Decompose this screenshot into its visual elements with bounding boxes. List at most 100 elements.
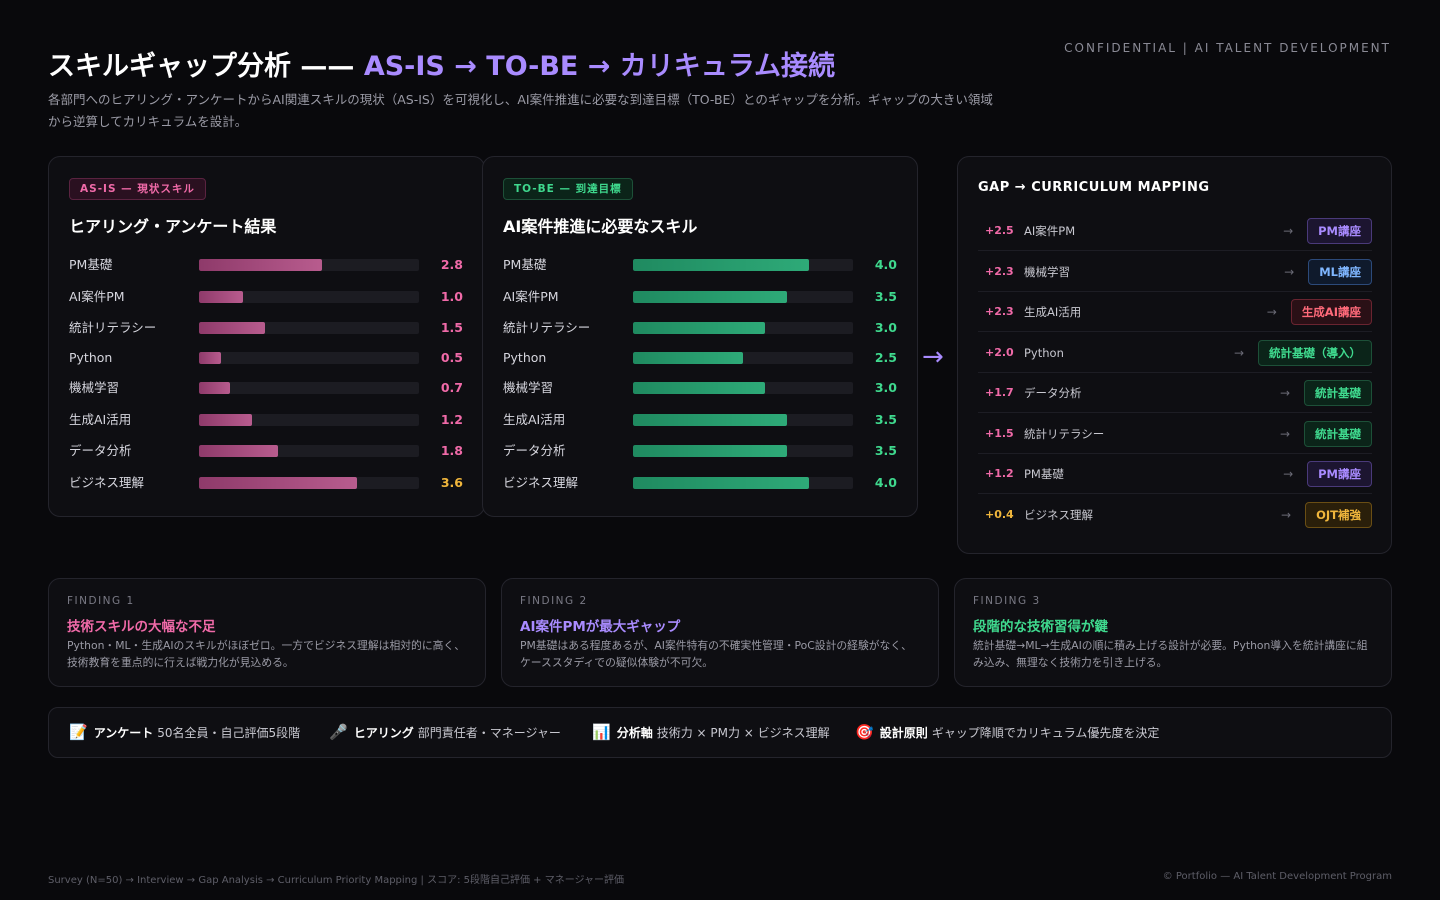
bar-track	[199, 445, 419, 457]
to-be-card: TO-BE — 到達目標 AI案件推進に必要なスキル PM基礎 4.0 AI案件PM…	[482, 156, 918, 517]
bar-value-label: 1.2	[440, 412, 463, 427]
bar-value-label: 0.7	[440, 380, 463, 395]
gap-row: +2.3 機械学習 → ML講座	[978, 252, 1372, 292]
finding-body: PM基礎はある程度あるが、AI案件特有の不確実性管理・PoC設計の経験がなく、ケ…	[520, 639, 912, 669]
bar	[199, 291, 243, 303]
confidential-label: CONFIDENTIAL | AI TALENT DEVELOPMENT	[1064, 41, 1391, 55]
gap-delta: +1.5	[985, 426, 1014, 440]
bar	[199, 352, 221, 364]
finding-card-3: FINDING 3 段階的な技術習得が鍵 統計基礎→ML→生成AIの順に積み上げ…	[954, 578, 1392, 687]
bar-track	[633, 259, 853, 271]
bar-chart-icon: 📊	[592, 723, 611, 741]
memo-icon: 📝	[69, 723, 88, 741]
bar-row: 生成AI活用 3.5	[503, 410, 897, 430]
course-badge: 統計基礎	[1304, 380, 1372, 406]
bar-row: 統計リテラシー 1.5	[69, 318, 463, 338]
arrow-right-icon: →	[1279, 386, 1290, 400]
microphone-icon: 🎤	[329, 723, 348, 741]
gap-row: +1.5 統計リテラシー → 統計基礎	[978, 414, 1372, 454]
bar-label: 機械学習	[69, 380, 120, 395]
bar-value-label: 3.0	[874, 380, 897, 395]
finding-label: FINDING 1	[67, 595, 135, 607]
meta-principle: 🎯 設計原則 ギャップ降順でカリキュラム優先度を決定	[855, 708, 1159, 758]
arrow-right-icon: →	[1284, 264, 1295, 279]
arrow-right-icon: →	[1279, 426, 1290, 441]
gap-target: → 生成AI講座	[1267, 299, 1372, 325]
meta-key: ヒアリング	[353, 726, 414, 740]
bar-track	[199, 259, 419, 271]
bar-row: 機械学習 3.0	[503, 378, 897, 398]
meta-key: 設計原則	[879, 726, 928, 740]
gap-delta: +0.4	[985, 507, 1014, 521]
bar-track	[199, 352, 419, 364]
bar-track	[199, 477, 419, 489]
arrow-right-icon: →	[1283, 224, 1294, 238]
gap-target: → 統計基礎	[1280, 380, 1372, 406]
gap-skill: ビジネス理解	[1024, 507, 1093, 522]
gap-mapping-title: GAP → CURRICULUM MAPPING	[978, 180, 1210, 195]
bar	[633, 322, 765, 334]
finding-card-2: FINDING 2 AI案件PMが最大ギャップ PM基礎はある程度あるが、AI案…	[501, 578, 939, 687]
page-title: スキルギャップ分析 —— AS-IS → TO-BE → カリキュラム接続	[48, 44, 835, 83]
bar-row: AI案件PM 1.0	[69, 287, 463, 307]
course-badge: ML講座	[1308, 258, 1372, 285]
bar	[199, 322, 265, 334]
gap-row: +2.5 AI案件PM → PM講座	[978, 211, 1372, 251]
page-title-main: スキルギャップ分析 ——	[48, 51, 364, 82]
meta-value: 技術力 × PM力 × ビジネス理解	[656, 726, 830, 740]
bar-label: AI案件PM	[503, 289, 559, 304]
bar-label: Python	[69, 350, 113, 365]
gap-skill: 生成AI活用	[1024, 305, 1082, 319]
bar-value-label: 1.0	[440, 289, 463, 304]
arrow-right-icon: →	[1233, 345, 1244, 360]
gap-skill: PM基礎	[1024, 467, 1064, 481]
to-be-heading: AI案件推進に必要なスキル	[503, 217, 698, 236]
gap-target: → PM講座	[1283, 218, 1372, 244]
gap-row: +1.7 データ分析 → 統計基礎	[978, 373, 1372, 413]
finding-card-1: FINDING 1 技術スキルの大幅な不足 Python・ML・生成AIのスキル…	[48, 578, 486, 687]
gap-skill: 機械学習	[1024, 264, 1070, 279]
bar-row: Python 0.5	[69, 348, 463, 368]
bar-track	[633, 322, 853, 334]
bar-label: 生成AI活用	[503, 412, 566, 427]
bar-row: ビジネス理解 4.0	[503, 473, 897, 493]
meta-value: 部門責任者・マネージャー	[417, 726, 561, 740]
bar-track	[633, 291, 853, 303]
gap-row: +0.4 ビジネス理解 → OJT補強	[978, 495, 1372, 535]
bar-label: 統計リテラシー	[69, 320, 157, 335]
gap-skill: 統計リテラシー	[1024, 426, 1105, 441]
gap-delta: +2.5	[985, 224, 1014, 237]
footer-left: Survey (N=50) → Interview → Gap Analysis…	[48, 875, 625, 886]
course-badge: PM講座	[1307, 461, 1372, 487]
bar-track	[633, 382, 853, 394]
meta-key: 分析軸	[616, 726, 653, 740]
bar-row: ビジネス理解 3.6	[69, 473, 463, 493]
course-badge: 統計基礎（導入）	[1258, 339, 1372, 366]
gap-target: → 統計基礎（導入）	[1233, 339, 1372, 366]
course-badge: OJT補強	[1305, 501, 1372, 528]
finding-title: 技術スキルの大幅な不足	[67, 619, 216, 635]
bar-label: 生成AI活用	[69, 412, 132, 427]
bar-label: ビジネス理解	[503, 475, 579, 490]
finding-label: FINDING 3	[973, 595, 1041, 607]
gap-target: → 統計基礎	[1279, 420, 1372, 447]
page-subtitle: 各部門へのヒアリング・アンケートからAI関連スキルの現状（AS-IS）を可視化し…	[48, 92, 993, 129]
bar	[199, 414, 252, 426]
bar	[633, 445, 787, 457]
gap-delta: +2.0	[985, 345, 1014, 359]
gap-skill: データ分析	[1024, 386, 1082, 400]
meta-key: アンケート	[93, 726, 154, 740]
bar	[633, 352, 743, 364]
bar-track	[633, 414, 853, 426]
bar-value-label: 1.5	[440, 320, 463, 335]
bar-label: 機械学習	[503, 380, 554, 395]
target-icon: 🎯	[855, 723, 874, 741]
bar	[633, 414, 787, 426]
meta-value: 50名全員・自己評価5段階	[157, 726, 301, 740]
bar	[199, 445, 279, 457]
bar-row: データ分析 1.8	[69, 441, 463, 461]
bar-row: 機械学習 0.7	[69, 378, 463, 398]
as-is-card: AS-IS — 現状スキル ヒアリング・アンケート結果 PM基礎 2.8 AI案件P…	[48, 156, 485, 517]
gap-row: +2.3 生成AI活用 → 生成AI講座	[978, 292, 1372, 332]
bar-track	[199, 382, 419, 394]
